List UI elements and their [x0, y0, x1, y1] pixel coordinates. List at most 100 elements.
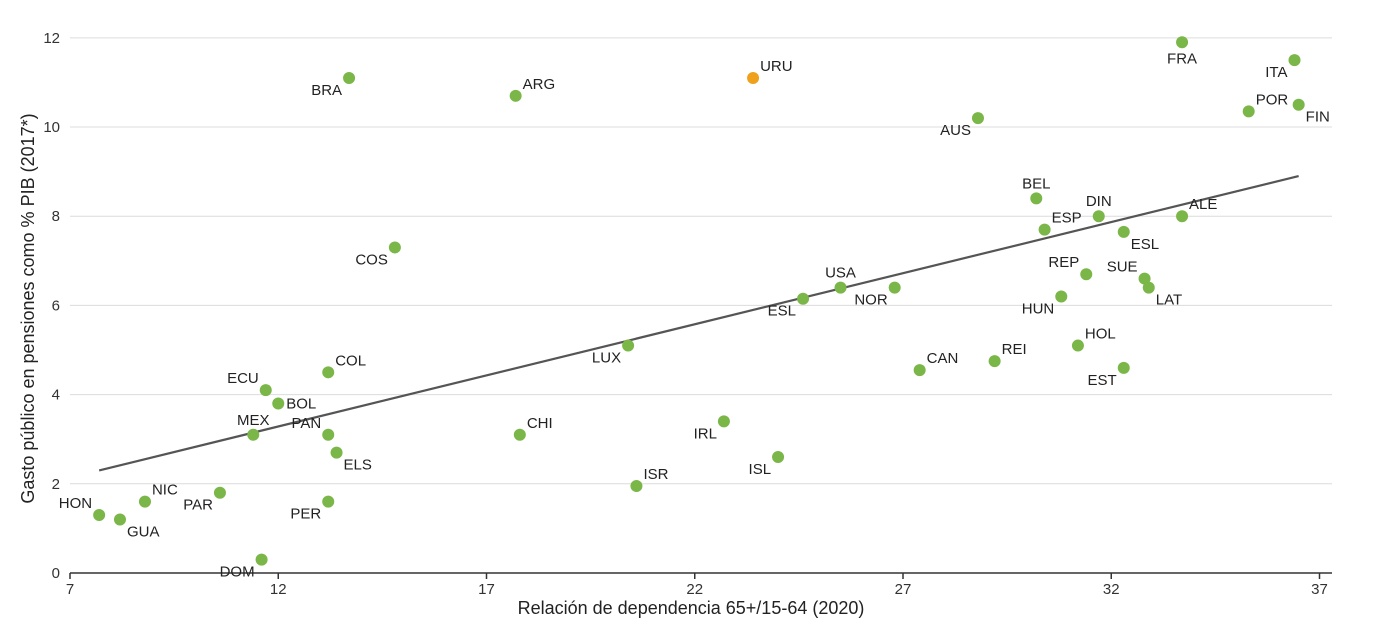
data-point-rep [1080, 268, 1093, 281]
point-label-esp: ESP [1052, 210, 1082, 227]
point-label-hol: HOL [1085, 326, 1116, 343]
data-point-aus [971, 112, 984, 125]
x-tick-label: 12 [270, 581, 287, 598]
point-label-par: PAR [183, 497, 213, 514]
point-label-pan: PAN [291, 415, 321, 432]
y-tick-label: 10 [43, 119, 60, 136]
point-label-hon: HON [59, 495, 92, 512]
data-point-pan [322, 428, 335, 441]
point-label-bra: BRA [311, 82, 342, 99]
data-point-col [322, 366, 335, 379]
data-point-nic [138, 495, 151, 508]
point-label-fin: FIN [1306, 109, 1330, 126]
y-tick-label: 6 [52, 297, 60, 314]
point-label-chi: CHI [527, 415, 553, 432]
axes: 0 2 4 6 8 10 12 7 12 17 22 27 32 37 [43, 30, 1332, 598]
point-label-fra: FRA [1167, 50, 1197, 67]
point-label-sue: SUE [1107, 259, 1138, 276]
point-label-can: CAN [927, 350, 959, 367]
data-point-hon [93, 509, 106, 522]
x-tick-label: 22 [686, 581, 703, 598]
point-label-rei: REI [1002, 341, 1027, 358]
data-point-bel [1030, 192, 1043, 205]
data-point-isl [772, 451, 785, 464]
x-tick-label: 17 [478, 581, 495, 598]
data-point-lat [1142, 281, 1155, 294]
data-point-isr [630, 480, 643, 493]
data-point-mex [247, 428, 260, 441]
trendline [98, 175, 1299, 472]
data-point-est [1117, 361, 1130, 374]
point-label-arg: ARG [523, 76, 556, 93]
y-tick-label: 12 [43, 30, 60, 47]
point-label-uru: URU [760, 58, 793, 75]
data-point-esl [1117, 225, 1130, 238]
point-label-dom: DOM [220, 564, 255, 581]
data-point-nor [888, 281, 901, 294]
y-tick-label: 8 [52, 208, 60, 225]
x-axis-label: Relación de dependencia 65+/15-64 (2020) [518, 598, 865, 618]
point-label-bel: BEL [1022, 175, 1050, 192]
data-point-sue [1138, 272, 1151, 285]
data-point-par [213, 486, 226, 499]
data-point-cos [388, 241, 401, 254]
data-point-gua [113, 513, 126, 526]
point-label-usa: USA [825, 265, 856, 282]
data-point-chi [513, 428, 526, 441]
point-label-lux: LUX [592, 350, 621, 367]
point-label-cos: COS [355, 251, 388, 268]
data-point-esp [1038, 223, 1051, 236]
y-tick-label: 4 [52, 387, 60, 404]
y-tick-label: 0 [52, 565, 60, 582]
data-points [93, 36, 1305, 566]
point-label-din: DIN [1086, 193, 1112, 210]
data-point-bol [272, 397, 285, 410]
data-point-por [1242, 105, 1255, 118]
x-tick-label: 27 [895, 581, 912, 598]
point-label-els: ELS [344, 457, 372, 474]
data-point-ale [1176, 210, 1189, 223]
y-tick-label: 2 [52, 476, 60, 493]
point-label-isr: ISR [643, 466, 668, 483]
data-point-dom [255, 553, 268, 566]
grid-lines [70, 37, 1332, 485]
x-tick-label: 37 [1311, 581, 1328, 598]
point-label-nor: NOR [854, 292, 888, 309]
point-label-est: EST [1088, 372, 1117, 389]
data-point-arg [509, 89, 522, 102]
data-point-usa [834, 281, 847, 294]
point-label-col: COL [335, 352, 366, 369]
data-point-per [322, 495, 335, 508]
point-label-per: PER [290, 506, 321, 523]
data-point-irl [717, 415, 730, 428]
x-tick-label: 32 [1103, 581, 1120, 598]
point-label-irl: IRL [694, 425, 717, 442]
point-label-isl: ISL [749, 461, 772, 478]
y-axis-label: Gasto público en pensiones como % PIB (2… [18, 113, 38, 503]
point-label-esl: ESL [768, 303, 796, 320]
data-point-esl [797, 292, 810, 305]
data-point-hol [1071, 339, 1084, 352]
point-label-nic: NIC [152, 482, 178, 499]
x-tick-label: 7 [66, 581, 74, 598]
point-label-gua: GUA [127, 523, 160, 540]
point-label-rep: REP [1048, 254, 1079, 271]
point-label-esl: ESL [1131, 236, 1159, 253]
point-labels: HON GUA NIC PAR DOM MEX ECU BOL PAN ELS PER COL BRA C… [59, 50, 1330, 580]
point-label-bol: BOL [286, 396, 316, 413]
point-label-ita: ITA [1265, 64, 1287, 81]
data-point-rei [988, 355, 1001, 368]
point-label-ale: ALE [1189, 196, 1217, 213]
point-label-lat: LAT [1156, 292, 1182, 309]
data-point-uru [747, 71, 760, 84]
point-label-por: POR [1256, 91, 1289, 108]
data-point-fra [1176, 36, 1189, 49]
point-label-hun: HUN [1022, 301, 1055, 318]
data-point-ecu [259, 384, 272, 397]
data-point-hun [1055, 290, 1068, 303]
data-point-din [1092, 210, 1105, 223]
data-point-ita [1288, 54, 1301, 67]
trendline-layer [98, 175, 1299, 472]
data-point-els [330, 446, 343, 459]
